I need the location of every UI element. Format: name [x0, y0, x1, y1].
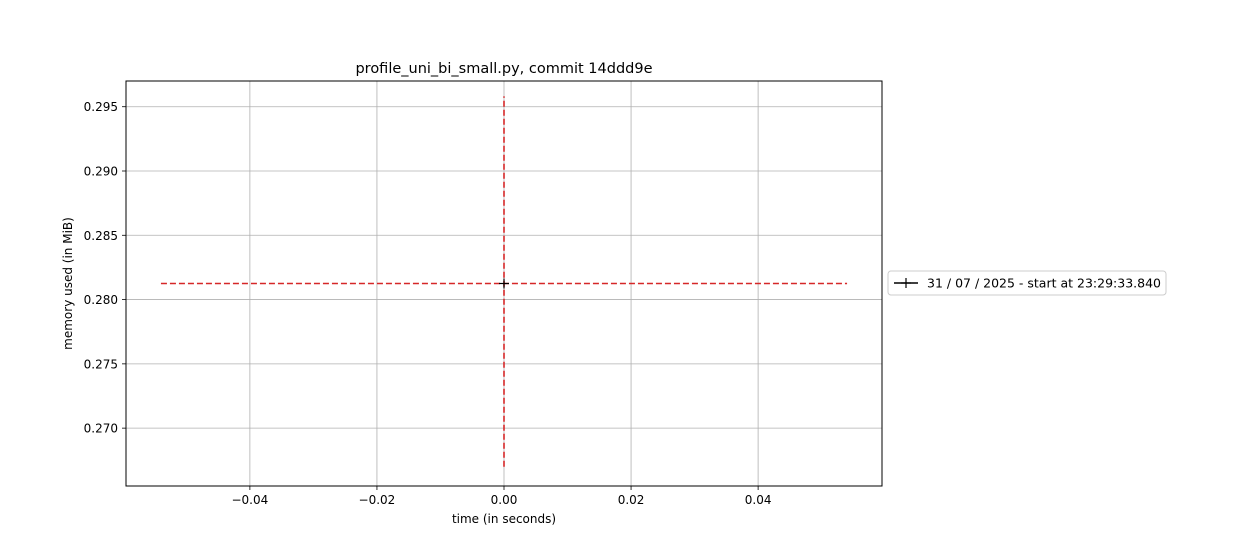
y-tick-label: 0.290: [84, 165, 118, 179]
y-tick-label: 0.270: [84, 422, 118, 436]
axis-ticks: −0.04 −0.02 0.00 0.02 0.04 0.270 0.275 0.280 0.2…: [84, 100, 772, 507]
y-tick-label: 0.285: [84, 229, 118, 243]
x-axis-label: time (in seconds): [452, 512, 556, 526]
y-tick-label: 0.280: [84, 293, 118, 307]
series-layer: [499, 278, 509, 289]
legend-label: 31 / 07 / 2025 - start at 23:29:33.840: [927, 276, 1161, 291]
x-tick-label: 0.00: [491, 493, 518, 507]
x-tick-label: −0.02: [359, 493, 396, 507]
y-tick-label: 0.275: [84, 357, 118, 371]
x-tick-label: −0.04: [231, 493, 268, 507]
chart-title: profile_uni_bi_small.py, commit 14ddd9e: [355, 61, 652, 77]
x-tick-label: 0.02: [618, 493, 645, 507]
y-tick-label: 0.295: [84, 100, 118, 114]
legend-swatch-marker: [901, 278, 911, 288]
legend: 31 / 07 / 2025 - start at 23:29:33.840: [887, 270, 1167, 296]
y-axis-label: memory used (in MiB): [61, 217, 75, 350]
data-point-marker: [499, 278, 509, 289]
legend-box: [887, 270, 1167, 296]
x-tick-label: 0.04: [745, 493, 772, 507]
